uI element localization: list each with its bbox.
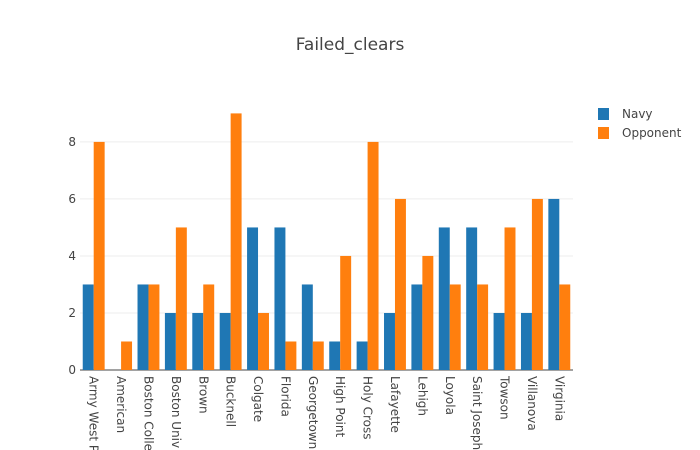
x-tick-label: Lafayette <box>388 376 402 433</box>
bar-navy-7 <box>274 227 286 370</box>
x-tick-label: Holy Cross <box>361 376 375 440</box>
y-tick-label: 4 <box>68 249 76 263</box>
x-tick-label: Virginia <box>552 376 566 421</box>
bar-navy-3 <box>164 312 176 370</box>
x-tick-label: High Point <box>333 376 347 437</box>
legend-label-navy: Navy <box>622 107 653 121</box>
bar-opponent-9 <box>340 255 352 370</box>
bar-opponent-3 <box>175 227 187 370</box>
bars <box>82 113 571 370</box>
bar-navy-8 <box>301 284 313 370</box>
x-tick-label: Georgetown <box>306 376 320 449</box>
x-axis-ticks: Army West P American Boston Colle Boston Un… <box>87 375 567 450</box>
x-tick-label: American <box>114 376 128 433</box>
y-tick-label: 6 <box>68 192 76 206</box>
legend-label-opponent: Opponent <box>622 126 682 140</box>
bar-opponent-15 <box>504 227 516 370</box>
legend-swatch-opponent <box>598 127 609 139</box>
bar-opponent-1 <box>121 341 133 370</box>
bar-opponent-10 <box>367 141 379 370</box>
bar-navy-4 <box>192 312 204 370</box>
bar-opponent-17 <box>559 284 571 370</box>
x-tick-label: Lehigh <box>415 376 429 416</box>
bar-navy-11 <box>384 312 395 370</box>
legend: Navy Opponent <box>598 107 682 140</box>
bar-navy-16 <box>520 312 532 370</box>
x-tick-label: Boston Univ <box>169 376 183 448</box>
x-tick-label: Boston Colle <box>141 376 155 450</box>
bar-opponent-0 <box>93 141 105 370</box>
bar-opponent-11 <box>394 198 406 370</box>
x-tick-label: Saint Joseph <box>470 376 484 450</box>
x-tick-label: Villanova <box>525 376 539 431</box>
gridlines <box>80 141 573 371</box>
x-tick-label: Florida <box>278 376 292 417</box>
bar-navy-2 <box>137 284 149 370</box>
bar-opponent-8 <box>312 341 324 370</box>
bar-opponent-4 <box>203 284 215 370</box>
bar-opponent-5 <box>230 113 242 370</box>
bar-navy-10 <box>356 341 368 370</box>
y-tick-label: 2 <box>68 306 76 320</box>
x-tick-label: Army West P <box>87 376 101 450</box>
bar-opponent-13 <box>449 284 461 370</box>
bar-navy-17 <box>548 198 560 370</box>
y-tick-label: 8 <box>68 135 76 149</box>
x-tick-label: Bucknell <box>224 376 238 427</box>
chart-title: Failed_clears <box>296 35 405 55</box>
bar-opponent-12 <box>422 255 434 370</box>
bar-navy-13 <box>438 227 450 370</box>
y-axis-ticks: 0 2 4 6 8 <box>68 135 76 377</box>
bar-navy-0 <box>82 284 94 370</box>
x-tick-label: Colgate <box>251 376 265 422</box>
bar-navy-15 <box>493 312 505 370</box>
x-tick-label: Loyola <box>443 376 457 415</box>
bar-navy-5 <box>219 312 231 370</box>
x-tick-label: Towson <box>498 375 512 420</box>
bar-navy-9 <box>329 341 341 370</box>
bar-opponent-2 <box>148 284 160 370</box>
bar-navy-12 <box>411 284 423 370</box>
legend-swatch-navy <box>598 108 609 120</box>
bar-opponent-14 <box>477 284 489 370</box>
bar-navy-6 <box>247 227 259 370</box>
bar-opponent-6 <box>258 312 269 370</box>
bar-opponent-7 <box>285 341 297 370</box>
bar-opponent-16 <box>531 198 543 370</box>
bar-navy-14 <box>466 227 478 370</box>
x-tick-label: Brown <box>196 376 210 414</box>
y-tick-label: 0 <box>68 363 76 377</box>
